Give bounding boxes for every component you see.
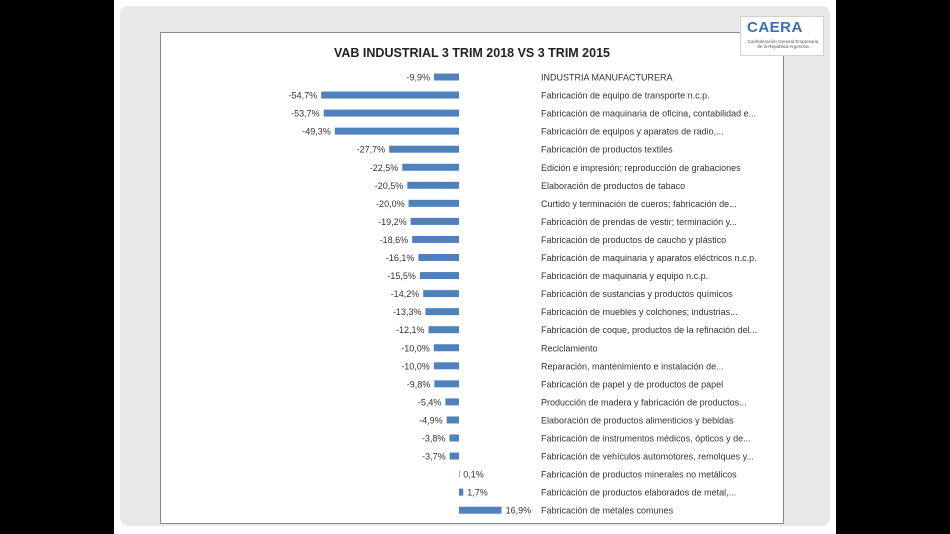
category-label: Fabricación de productos textiles [541, 145, 673, 155]
category-label: Producción de madera y fabricación de pr… [541, 397, 747, 407]
slide: VAB INDUSTRIAL 3 TRIM 2018 VS 3 TRIM 201… [114, 0, 836, 534]
bar [402, 163, 459, 171]
category-label: Fabricación de papel y de productos de p… [541, 379, 723, 389]
bar [459, 488, 464, 496]
category-label: Fabricación de maquinaria y equipo n.c.p… [541, 271, 708, 281]
bar [419, 272, 459, 280]
data-label: -9,9% [407, 73, 431, 83]
data-label: -3,8% [422, 434, 446, 444]
bar [425, 308, 459, 316]
data-label: -19,2% [378, 217, 407, 227]
data-label: -4,9% [419, 415, 443, 425]
category-label: Curtido y terminación de cueros; fabrica… [541, 199, 737, 209]
data-label: -13,3% [393, 307, 422, 317]
category-label: Reciclamiento [541, 343, 598, 353]
category-label: Elaboración de productos de tabaco [541, 181, 685, 191]
category-label: Fabricación de maquinaria de oficina, co… [541, 109, 756, 119]
data-label: -10,0% [401, 361, 430, 371]
category-label: Fabricación de prendas de vestir; termin… [541, 217, 737, 227]
bar-chart: VAB INDUSTRIAL 3 TRIM 2018 VS 3 TRIM 201… [289, 46, 758, 516]
category-label: Fabricación de muebles y colchones; indu… [541, 307, 738, 317]
data-label: -18,6% [380, 235, 409, 245]
category-label: Fabricación de equipo de transporte n.c.… [541, 91, 710, 101]
category-label: Fabricación de equipos y aparatos de rad… [541, 127, 724, 137]
bar [412, 235, 459, 243]
data-label: -15,5% [387, 271, 416, 281]
bar [459, 506, 502, 514]
data-label: -53,7% [291, 109, 320, 119]
category-label: Elaboración de productos alimenticios y … [541, 415, 734, 425]
bar [389, 145, 459, 153]
data-label: -22,5% [370, 163, 399, 173]
caera-logo: CAERA Confederación General Empresaria d… [740, 16, 824, 56]
bar [418, 254, 459, 261]
category-label: Fabricación de productos elaborados de m… [541, 488, 736, 498]
logo-subtitle: Confederación General Empresaria de la R… [747, 39, 819, 49]
data-label: -10,0% [401, 343, 430, 353]
bar [423, 290, 459, 298]
category-label: Fabricación de instrumentos médicos, ópt… [541, 434, 751, 444]
data-label: -14,2% [391, 289, 420, 299]
category-label: Fabricación de productos minerales no me… [541, 470, 737, 480]
category-label: INDUSTRIA MANUFACTURERA [541, 73, 673, 83]
bar [407, 181, 459, 189]
data-label: -9,8% [407, 379, 431, 389]
data-label: -49,3% [302, 127, 331, 137]
category-label: Fabricación de metales comunes [541, 506, 674, 516]
bar [321, 91, 459, 99]
bar [433, 344, 459, 352]
bar [449, 452, 459, 460]
bar [459, 470, 460, 478]
bar [449, 434, 459, 442]
data-label: -3,7% [422, 452, 446, 462]
data-label: -54,7% [289, 91, 318, 101]
data-label: -16,1% [386, 253, 415, 263]
bar [445, 398, 459, 406]
chart-area: VAB INDUSTRIAL 3 TRIM 2018 VS 3 TRIM 201… [160, 32, 784, 524]
bar [323, 109, 459, 117]
logo-mark: CAERA [747, 19, 803, 36]
data-label: -20,0% [376, 199, 405, 209]
data-label: -12,1% [396, 325, 425, 335]
category-label: Fabricación de productos de caucho y plá… [541, 235, 726, 245]
data-label: -20,5% [375, 181, 404, 191]
data-label: -27,7% [357, 145, 386, 155]
bar [408, 199, 459, 207]
bar [434, 380, 459, 388]
bar [433, 362, 459, 370]
data-label: -5,4% [418, 397, 442, 407]
category-label: Fabricación de maquinaria y aparatos elé… [541, 253, 757, 263]
data-label: 1,7% [467, 488, 488, 498]
bar [446, 416, 459, 424]
bar [334, 127, 459, 135]
category-label: Edición e impresión; reproducción de gra… [541, 163, 741, 173]
chart-title: VAB INDUSTRIAL 3 TRIM 2018 VS 3 TRIM 201… [334, 46, 610, 60]
bar [428, 326, 459, 334]
category-label: Reparación, mantenimiento e instalación … [541, 361, 724, 371]
category-label: Fabricación de coque, productos de la re… [541, 325, 757, 335]
data-label: 0,1% [463, 470, 484, 480]
bar [434, 73, 459, 81]
slide-frame: VAB INDUSTRIAL 3 TRIM 2018 VS 3 TRIM 201… [120, 6, 830, 526]
data-label: 16,9% [506, 506, 532, 516]
category-label: Fabricación de vehículos automotores, re… [541, 452, 754, 462]
bar [410, 217, 459, 225]
category-label: Fabricación de sustancias y productos qu… [541, 289, 733, 299]
